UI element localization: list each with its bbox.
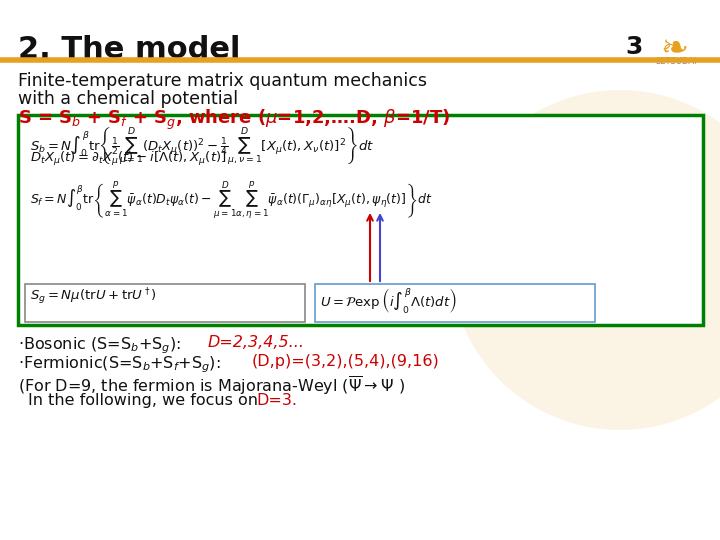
Ellipse shape	[450, 90, 720, 430]
Text: ❧: ❧	[660, 32, 688, 65]
Text: D=3.: D=3.	[256, 393, 297, 408]
Text: (For D=9, the fermion is Majorana-Weyl ($\overline{\Psi}\rightarrow\Psi$ ): (For D=9, the fermion is Majorana-Weyl (…	[18, 374, 405, 397]
Text: In the following, we focus on: In the following, we focus on	[28, 393, 263, 408]
Text: D=2,3,4,5...: D=2,3,4,5...	[208, 335, 305, 350]
Text: with a chemical potential: with a chemical potential	[18, 90, 238, 108]
Text: $U = \mathcal{P}\exp\left(i\int_0^\beta \Lambda(t)dt\right)$: $U = \mathcal{P}\exp\left(i\int_0^\beta …	[320, 286, 456, 315]
Text: $S_f = N\int_0^\beta \mathrm{tr}\left\{\sum_{\alpha=1}^{p}\bar{\psi}_\alpha(t)D_: $S_f = N\int_0^\beta \mathrm{tr}\left\{\…	[30, 180, 433, 221]
Text: 3: 3	[625, 35, 642, 59]
Text: $\cdot$Fermionic(S=S$_b$+S$_f$+S$_g$):: $\cdot$Fermionic(S=S$_b$+S$_f$+S$_g$):	[18, 354, 222, 375]
Text: $S_b = N\int_0^\beta \mathrm{tr}\left\{\frac{1}{2}\sum_{\mu=1}^{D}(D_t X_\mu(t)): $S_b = N\int_0^\beta \mathrm{tr}\left\{\…	[30, 125, 374, 167]
Text: (D,p)=(3,2),(5,4),(9,16): (D,p)=(3,2),(5,4),(9,16)	[252, 354, 440, 369]
Text: Finite-temperature matrix quantum mechanics: Finite-temperature matrix quantum mechan…	[18, 72, 427, 90]
Text: $S_g = N\mu(\mathrm{tr}U + \mathrm{tr}U^\dagger)$: $S_g = N\mu(\mathrm{tr}U + \mathrm{tr}U^…	[30, 286, 157, 307]
FancyBboxPatch shape	[25, 284, 305, 322]
FancyBboxPatch shape	[18, 115, 703, 325]
FancyBboxPatch shape	[315, 284, 595, 322]
Text: $D_t X_\mu(t) = \partial_t X_\mu(t) - i[\Lambda(t), X_\mu(t)]$: $D_t X_\mu(t) = \partial_t X_\mu(t) - i[…	[30, 150, 227, 168]
Text: S = S$_b$ + S$_f$ + S$_g$, where ($\mu$=1,2,….D, $\beta$=1/T): S = S$_b$ + S$_f$ + S$_g$, where ($\mu$=…	[18, 108, 450, 132]
Text: $\cdot$Bosonic (S=S$_b$+S$_g$):: $\cdot$Bosonic (S=S$_b$+S$_g$):	[18, 335, 183, 356]
Text: SETSUDAI: SETSUDAI	[655, 57, 696, 66]
Text: 2. The model: 2. The model	[18, 35, 240, 64]
